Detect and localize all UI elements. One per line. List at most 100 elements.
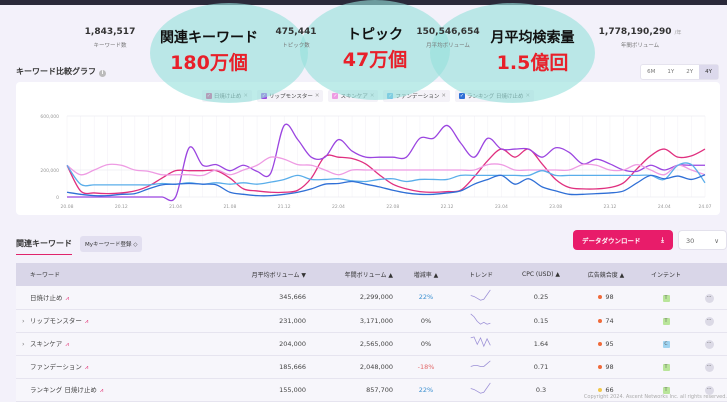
x-tick-label: 20.12 bbox=[115, 204, 128, 210]
range-selector: 6M 1Y 2Y 4Y bbox=[640, 64, 719, 80]
keyword[interactable]: 日焼け止め bbox=[30, 293, 63, 302]
checkbox-icon[interactable]: ✓ bbox=[332, 93, 339, 99]
column-header[interactable]: トレンド bbox=[451, 263, 511, 286]
legend-label: ファンデーション bbox=[395, 94, 440, 100]
close-icon[interactable]: ✕ bbox=[314, 93, 320, 99]
monthly-volume: 345,666 bbox=[206, 286, 314, 310]
overlay-bubble: 月平均検索量 1.5億回 bbox=[430, 3, 595, 103]
keyword[interactable]: スキンケア bbox=[30, 340, 63, 348]
tab-related-keywords[interactable]: 関連キーワード bbox=[16, 238, 72, 255]
yearly-volume: 2,299,000 bbox=[314, 286, 401, 310]
stat-unit: /年 bbox=[674, 30, 682, 36]
yearly-volume: 2,048,000 bbox=[314, 355, 401, 379]
keyword[interactable]: ファンデーション bbox=[30, 363, 82, 371]
more-icon[interactable]: ··· bbox=[704, 340, 714, 349]
series-line bbox=[66, 148, 706, 195]
info-icon[interactable]: i bbox=[99, 70, 106, 77]
cpc: 0.15 bbox=[511, 309, 571, 333]
cpc: 0.71 bbox=[511, 355, 571, 379]
column-header-actions bbox=[691, 263, 727, 286]
copyright: Copyright 2024. Ascent Networks Inc. all… bbox=[583, 394, 727, 400]
yearly-volume: 3,171,000 bbox=[314, 309, 401, 333]
graph-title-text: キーワード比較グラフ bbox=[16, 67, 96, 76]
trend-sparkline bbox=[451, 332, 511, 356]
stat-topics: 475,441 トピック数 bbox=[236, 27, 356, 49]
overlay-value: 1.5億回 bbox=[496, 52, 569, 74]
more-icon[interactable]: ··· bbox=[704, 317, 714, 326]
overlay-title: 関連キーワード bbox=[160, 30, 258, 46]
trend-sparkline bbox=[451, 309, 511, 333]
x-tick-label: 22.12 bbox=[441, 204, 454, 210]
y-tick-label: 0 bbox=[56, 195, 59, 201]
y-tick-label: 200,000 bbox=[40, 168, 59, 174]
sparkline bbox=[470, 313, 491, 325]
trend-sparkline bbox=[451, 378, 511, 402]
x-tick-label: 21.12 bbox=[278, 204, 291, 210]
more-icon[interactable]: ··· bbox=[704, 363, 714, 372]
chart-icon[interactable]: ⩘ bbox=[99, 387, 104, 394]
competition: 95 bbox=[605, 339, 614, 348]
overlay-bubble: 関連キーワード 180万個 bbox=[150, 3, 308, 103]
range-4y[interactable]: 4Y bbox=[699, 65, 718, 79]
data-download-button[interactable]: データダウンロード ⤓ bbox=[573, 230, 673, 250]
chart-icon[interactable]: ⩘ bbox=[84, 318, 89, 325]
overlay-title: 月平均検索量 bbox=[490, 30, 575, 46]
series-line bbox=[66, 156, 706, 177]
column-header[interactable]: 広告競合度 ▲ bbox=[571, 263, 641, 286]
sparkline bbox=[470, 382, 491, 394]
overlay-bubble: トピック 47万個 bbox=[300, 0, 450, 100]
my-keyword-register-button[interactable]: Myキーワード登録 ◇ bbox=[80, 236, 143, 252]
column-header[interactable]: 年間ボリューム ▲ bbox=[314, 263, 401, 286]
intent-badge: T bbox=[662, 387, 670, 394]
overlay-value: 180万個 bbox=[170, 52, 248, 74]
checkbox-icon[interactable]: ✓ bbox=[458, 93, 465, 99]
per-page-value: 30 bbox=[686, 237, 695, 245]
column-header[interactable]: 月平均ボリューム ▼ bbox=[206, 263, 314, 286]
range-2y[interactable]: 2Y bbox=[686, 69, 694, 75]
competition-dot bbox=[598, 364, 603, 369]
intent-badge: C bbox=[662, 341, 670, 348]
table-row[interactable]: 日焼け止め ⩘ 345,666 2,299,000 22% 0.25 98 T ·… bbox=[16, 286, 727, 310]
stat-label: 月平均ボリューム bbox=[426, 43, 470, 49]
range-6m[interactable]: 6M bbox=[647, 69, 656, 75]
chart-icon[interactable]: ⩘ bbox=[84, 364, 89, 371]
competition-dot bbox=[598, 295, 603, 300]
stat-label: 年間ボリューム bbox=[620, 43, 660, 49]
column-header[interactable]: キーワード bbox=[16, 263, 206, 286]
column-header[interactable]: インテント bbox=[641, 263, 691, 286]
overlay-title: トピック bbox=[347, 27, 403, 43]
table-header: キーワード 月平均ボリューム ▼ 年間ボリューム ▲ 増減率 ▲ トレンド CPC (US… bbox=[16, 263, 727, 286]
more-icon[interactable]: ··· bbox=[704, 293, 714, 303]
competition: 98 bbox=[605, 362, 614, 371]
stat-value: 150,546,654 bbox=[416, 27, 480, 37]
table-row[interactable]: › スキンケア ⩘ 204,000 2,565,000 0% 1.64 95 C ·… bbox=[16, 332, 727, 356]
range-1y[interactable]: 1Y bbox=[667, 69, 675, 75]
intent-badge: T bbox=[662, 318, 670, 325]
chevron-down-icon: ∨ bbox=[714, 237, 719, 245]
sparkline bbox=[470, 289, 491, 301]
stat-label: キーワード数 bbox=[93, 43, 127, 49]
change-rate: 22% bbox=[401, 286, 451, 310]
column-header[interactable]: 増減率 ▲ bbox=[401, 263, 451, 286]
x-tick-label: 21.08 bbox=[223, 204, 236, 210]
competition-dot bbox=[598, 341, 603, 346]
keyword[interactable]: ランキング 日焼け止め bbox=[30, 386, 97, 394]
table-row[interactable]: ファンデーション ⩘ 185,666 2,048,000 -18% 0.71 98… bbox=[16, 355, 727, 379]
change-rate: 0% bbox=[401, 309, 451, 333]
per-page-select[interactable]: 30 ∨ bbox=[678, 230, 727, 250]
chart-icon[interactable]: ⩘ bbox=[65, 341, 69, 348]
close-icon[interactable]: ✕ bbox=[441, 93, 446, 99]
table-row[interactable]: › リップモンスター ⩘ 231,000 3,171,000 0% 0.15 74 … bbox=[16, 309, 727, 333]
more-icon[interactable]: ··· bbox=[704, 386, 714, 395]
x-tick-label: 24.07 bbox=[699, 204, 712, 210]
cpc: 0.3 bbox=[511, 378, 571, 402]
keyword[interactable]: リップモンスター bbox=[30, 317, 82, 325]
chevron-right-icon[interactable]: › bbox=[22, 340, 25, 348]
x-tick-label: 22.08 bbox=[386, 204, 399, 210]
yearly-volume: 2,565,000 bbox=[314, 332, 401, 356]
chart-icon[interactable]: ⩘ bbox=[65, 294, 69, 302]
chevron-right-icon[interactable]: › bbox=[22, 317, 25, 325]
stat-keywords: 1,843,517 キーワード数 bbox=[50, 27, 170, 49]
y-tick-label: 600,000 bbox=[40, 114, 59, 120]
column-header[interactable]: CPC (USD) ▲ bbox=[511, 263, 571, 286]
